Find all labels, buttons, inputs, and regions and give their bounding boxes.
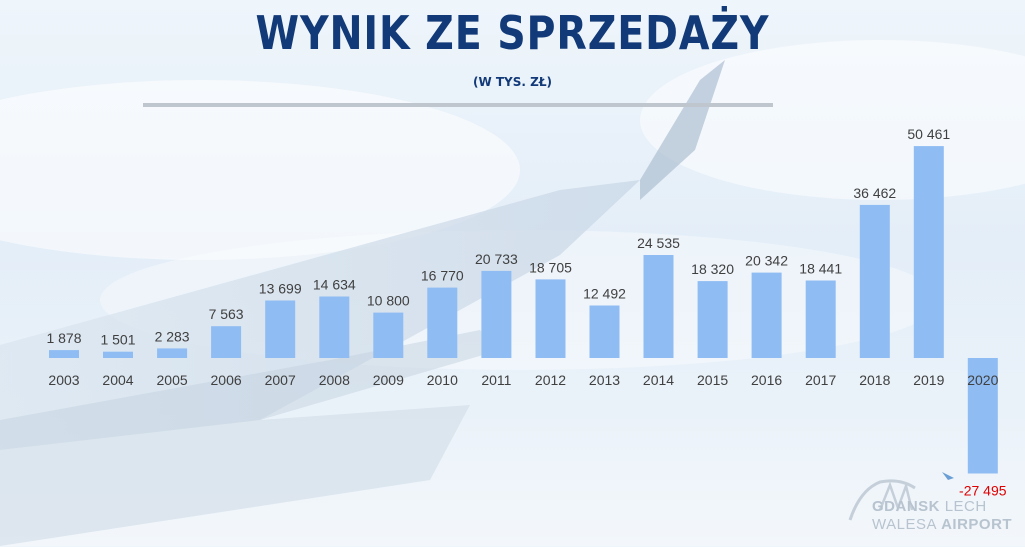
value-label-2019: 50 461 (907, 126, 950, 142)
x-tick-2020: 2020 (967, 372, 998, 388)
bar-2010 (427, 287, 458, 358)
value-label-2012: 18 705 (529, 259, 572, 275)
bar-2012 (535, 279, 566, 358)
bar-2005 (157, 348, 188, 358)
bar-2017 (805, 280, 836, 358)
airport-logo: GDANSK LECH WALESA AIRPORT (840, 470, 1020, 542)
x-tick-2004: 2004 (102, 372, 133, 388)
value-label-2017: 18 441 (799, 261, 842, 277)
x-tick-2012: 2012 (535, 372, 566, 388)
x-tick-2003: 2003 (48, 372, 79, 388)
bar-2016 (751, 272, 782, 358)
bar-2020 (967, 358, 998, 474)
bar-2004 (103, 351, 133, 358)
bar-2009 (373, 312, 404, 358)
value-label-2013: 12 492 (583, 286, 626, 302)
value-label-2015: 18 320 (691, 261, 734, 277)
bar-2015 (697, 281, 728, 358)
value-label-2007: 13 699 (259, 281, 302, 297)
bar-2011 (481, 270, 512, 358)
x-tick-2017: 2017 (805, 372, 836, 388)
value-label-2008: 14 634 (313, 277, 356, 293)
title-divider (143, 103, 773, 107)
value-label-2006: 7 563 (209, 306, 244, 322)
x-tick-2014: 2014 (643, 372, 674, 388)
x-tick-2018: 2018 (859, 372, 890, 388)
x-tick-2009: 2009 (373, 372, 404, 388)
value-label-2003: 1 878 (46, 330, 81, 346)
bar-2008 (319, 296, 350, 358)
logo-text-line2: WALESA AIRPORT (872, 516, 1013, 533)
x-tick-2011: 2011 (481, 372, 511, 388)
x-tick-2006: 2006 (211, 372, 242, 388)
bar-2006 (211, 326, 242, 358)
x-tick-2019: 2019 (913, 372, 944, 388)
value-label-2014: 24 535 (637, 235, 680, 251)
value-label-2018: 36 462 (853, 185, 896, 201)
value-label-2010: 16 770 (421, 268, 464, 284)
x-tick-2013: 2013 (589, 372, 620, 388)
x-tick-2016: 2016 (751, 372, 782, 388)
chart-subtitle: (W TYS. ZŁ) (472, 75, 553, 89)
x-tick-2010: 2010 (427, 372, 458, 388)
plane-icon (848, 472, 954, 521)
bar-2018 (859, 204, 890, 358)
chart-title: WYNIK ZE SPRZEDAŻY (255, 6, 770, 60)
logo-text-line1: GDANSK LECH (872, 498, 987, 515)
x-tick-2007: 2007 (265, 372, 296, 388)
bar-2014 (643, 255, 674, 358)
bar-2003 (49, 350, 79, 358)
value-label-2016: 20 342 (745, 253, 788, 269)
value-label-2009: 10 800 (367, 293, 410, 309)
value-label-2004: 1 501 (100, 332, 135, 348)
x-tick-2005: 2005 (157, 372, 188, 388)
bar-2019 (913, 146, 944, 358)
x-tick-2015: 2015 (697, 372, 728, 388)
bar-2013 (589, 305, 620, 358)
bar-2007 (265, 300, 296, 358)
value-label-2011: 20 733 (475, 251, 518, 267)
value-label-2005: 2 283 (155, 328, 190, 344)
value-label-2020: -27 495 (959, 483, 1007, 499)
x-tick-2008: 2008 (319, 372, 350, 388)
